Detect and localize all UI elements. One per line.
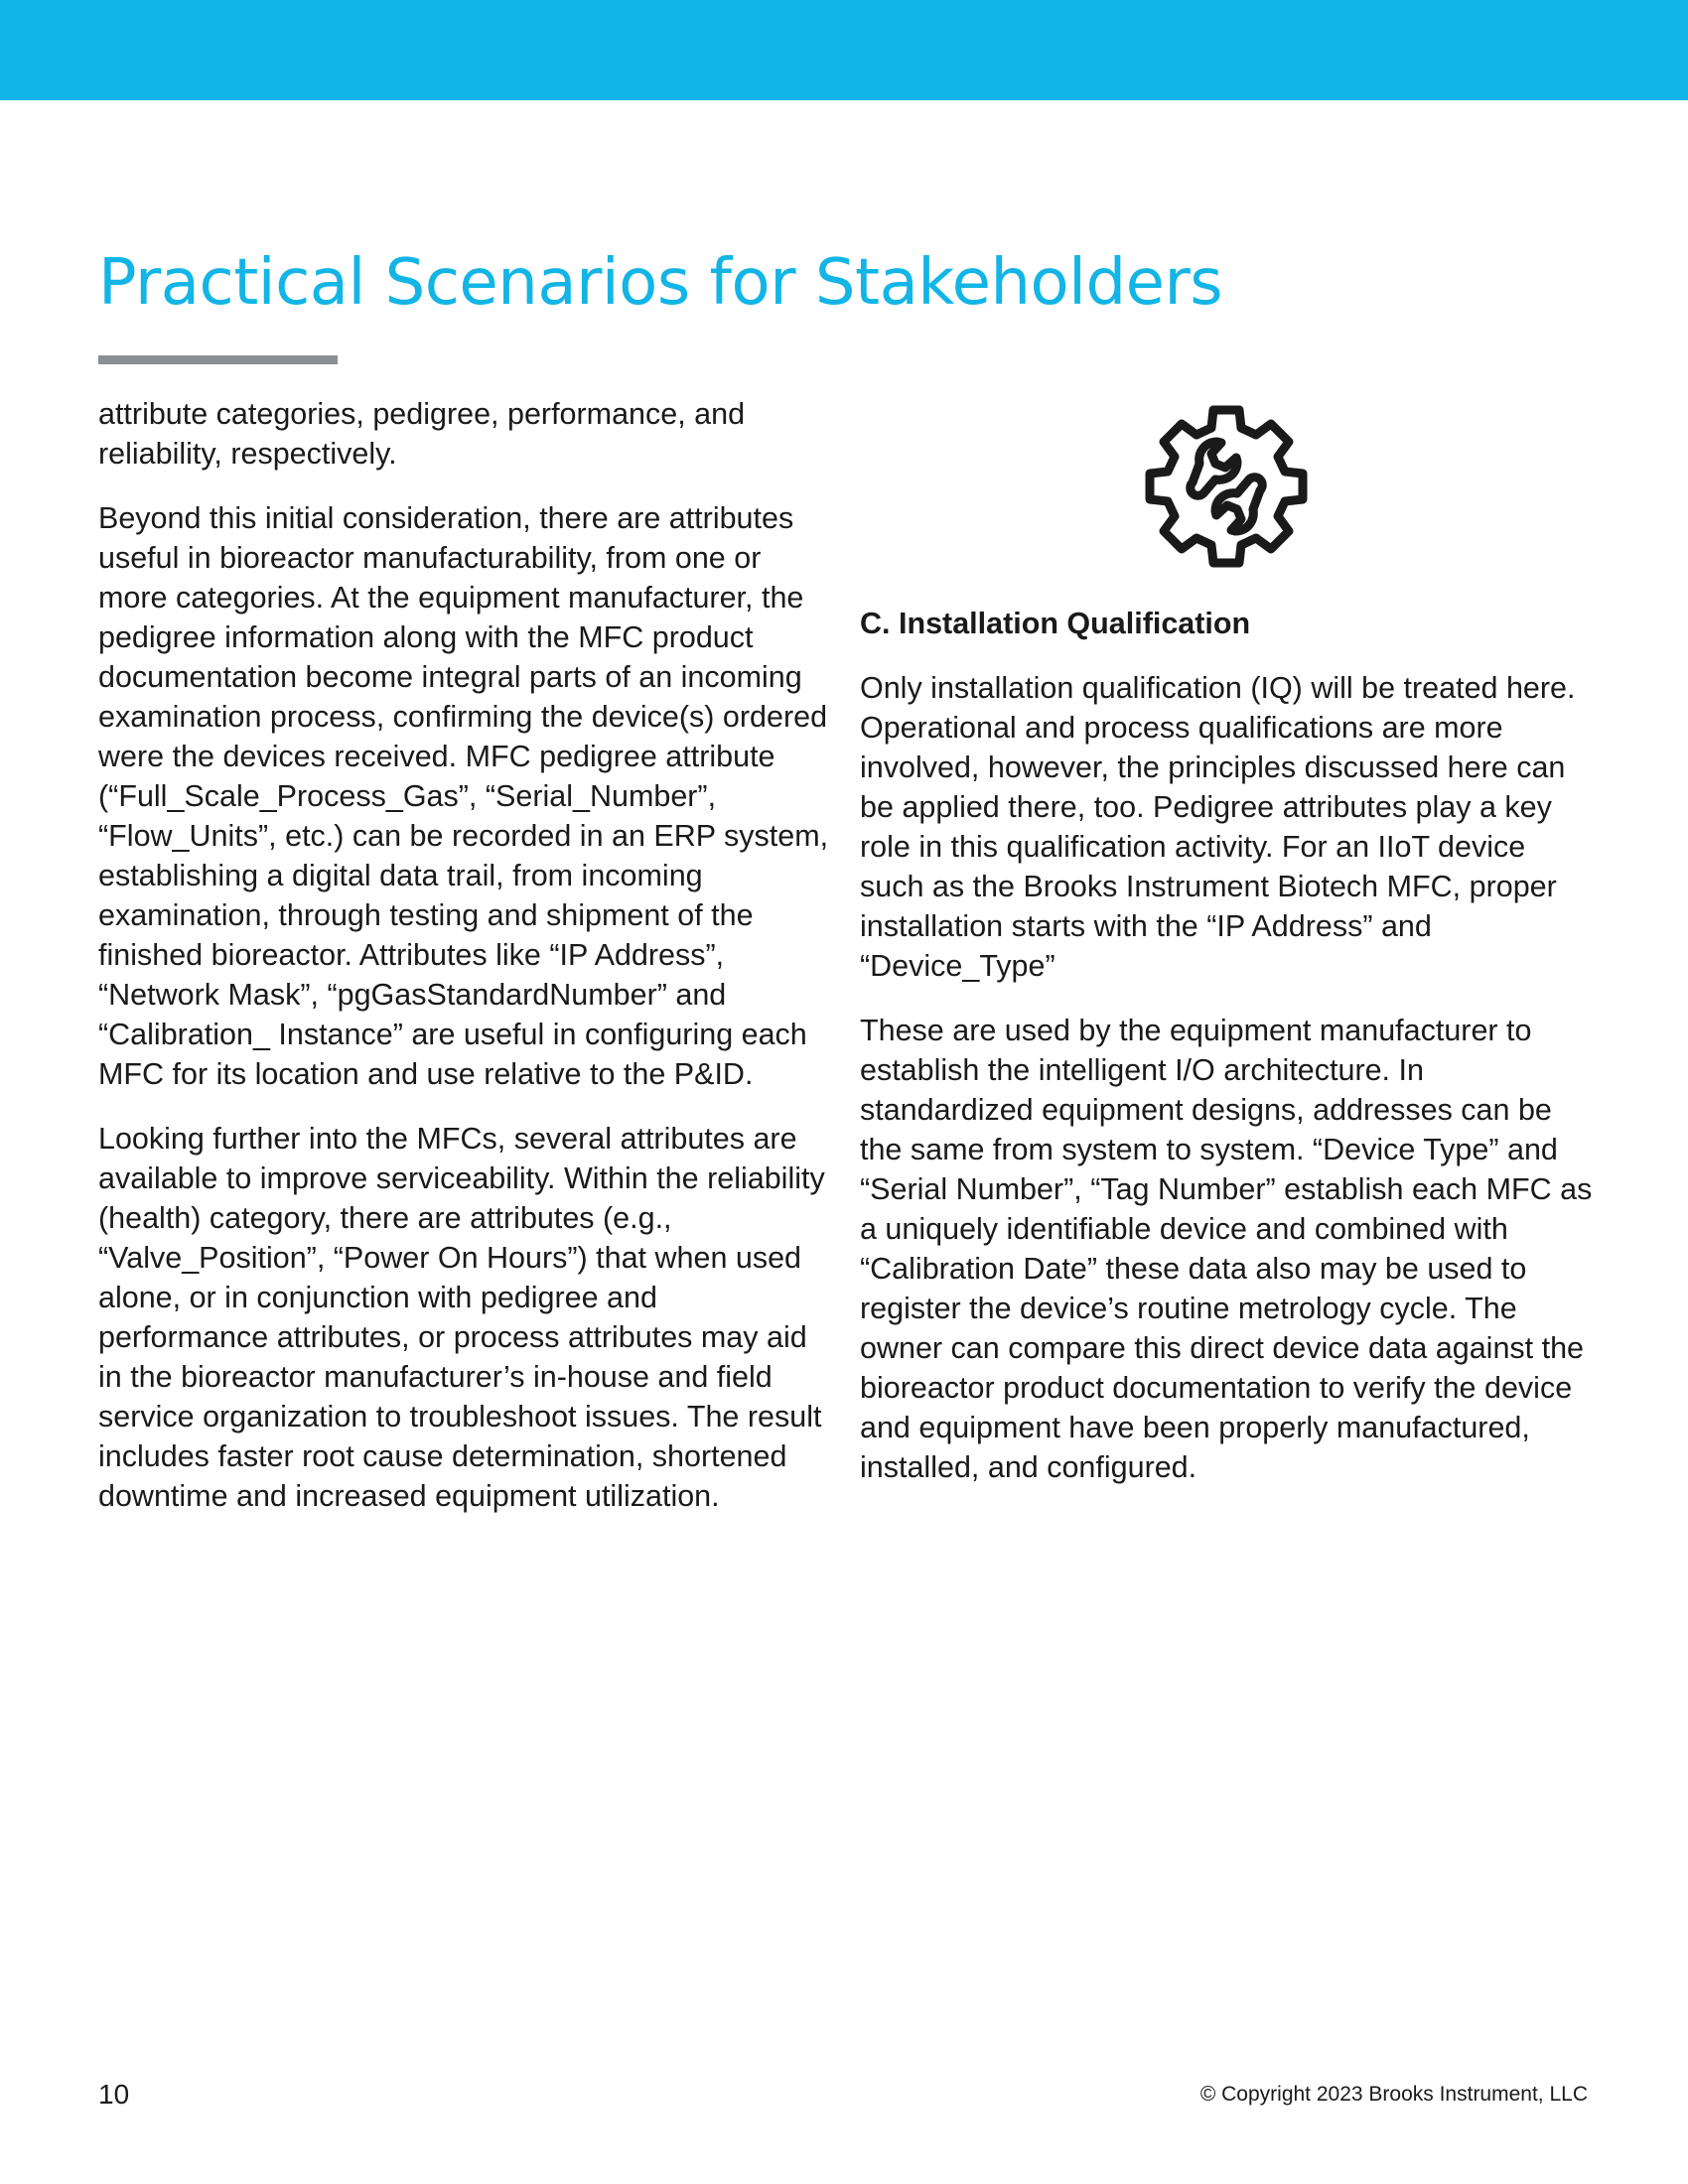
header-band xyxy=(0,0,1688,100)
paragraph: Beyond this initial consideration, there… xyxy=(98,501,829,1091)
paragraph: Looking further into the MFCs, several a… xyxy=(98,1122,825,1513)
paragraph: Only installation qualification (IQ) wil… xyxy=(860,671,1576,983)
paragraph: These are used by the equipment manufact… xyxy=(860,1014,1593,1484)
title-underline xyxy=(98,355,338,364)
copyright-notice: © Copyright 2023 Brooks Instrument, LLC xyxy=(1199,2083,1588,2106)
gear-wrench-icon xyxy=(1145,405,1308,568)
page-number: 10 xyxy=(98,2079,130,2110)
paragraph: attribute categories, pedigree, performa… xyxy=(98,397,746,471)
left-column: attribute categories, pedigree, performa… xyxy=(98,394,833,1541)
right-column: C. Installation Qualification Only insta… xyxy=(860,604,1595,1512)
section-heading: C. Installation Qualification xyxy=(860,607,1251,640)
page-title: Practical Scenarios for Stakeholders xyxy=(98,246,1223,320)
